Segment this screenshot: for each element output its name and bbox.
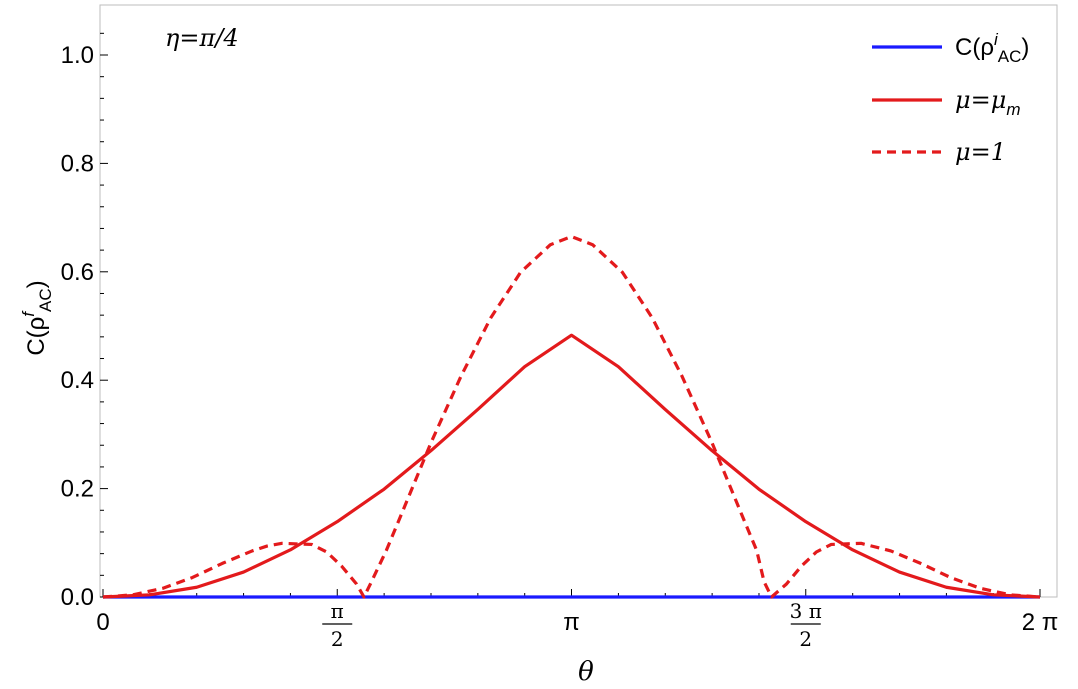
series-layer (102, 234, 1041, 599)
y-tick-label: 0.2 (61, 476, 94, 503)
x-tick-label: 2 π (1022, 609, 1059, 636)
legend-entry: μ=μm (955, 86, 1020, 119)
x-tick-label-numerator: π (331, 599, 344, 623)
x-tick-label-denominator: 2 (799, 627, 812, 651)
plot-frame (99, 4, 1058, 598)
y-tick-label: 0.6 (61, 259, 94, 286)
y-axis-label-prefix: C(ρ (23, 317, 50, 356)
y-tick-label: 0.8 (61, 150, 94, 177)
x-tick-label: π (563, 609, 580, 636)
legend-entry: μ=1 (955, 138, 1006, 166)
x-tick-label-numerator: 3 π (790, 599, 822, 623)
y-tick-label: 0.0 (61, 584, 94, 611)
y-tick-label: 1.0 (61, 42, 94, 69)
legend-entry-suffix: ) (1021, 34, 1029, 61)
x-axis-label: θ (578, 657, 594, 687)
y-axis-label-suffix: ) (23, 280, 50, 288)
x-tick-label-denominator: 2 (331, 627, 344, 651)
legend-entry-sup: i (994, 30, 999, 49)
y-axis-label: C(ρfAC) (19, 280, 55, 355)
legend-entry-text: μ=1 (955, 138, 1006, 166)
legend-entry: C(ρiAC) (955, 30, 1029, 66)
legend-entry-sub: m (1006, 100, 1020, 119)
legend-entry-sub: AC (998, 47, 1022, 66)
legend-entry-text: μ=μ (955, 86, 1006, 114)
annotation: η=π/4 (165, 24, 239, 52)
legend-entry-text: C(ρ (955, 34, 994, 61)
y-tick-label: 0.4 (61, 367, 94, 394)
legend: C(ρiAC)μ=μmμ=1 (872, 30, 1029, 166)
y-axis-label-sub: AC (36, 288, 55, 312)
axes: 0.0 0.2 0.4 0.6 0.8 1.0 0 π 2 π 3 π 2 2 π (61, 32, 1059, 651)
series-line-3 (102, 234, 1041, 599)
y-axis-label-sup: f (19, 310, 38, 317)
series-line-2 (102, 333, 1041, 599)
x-tick-label: 0 (96, 609, 109, 636)
